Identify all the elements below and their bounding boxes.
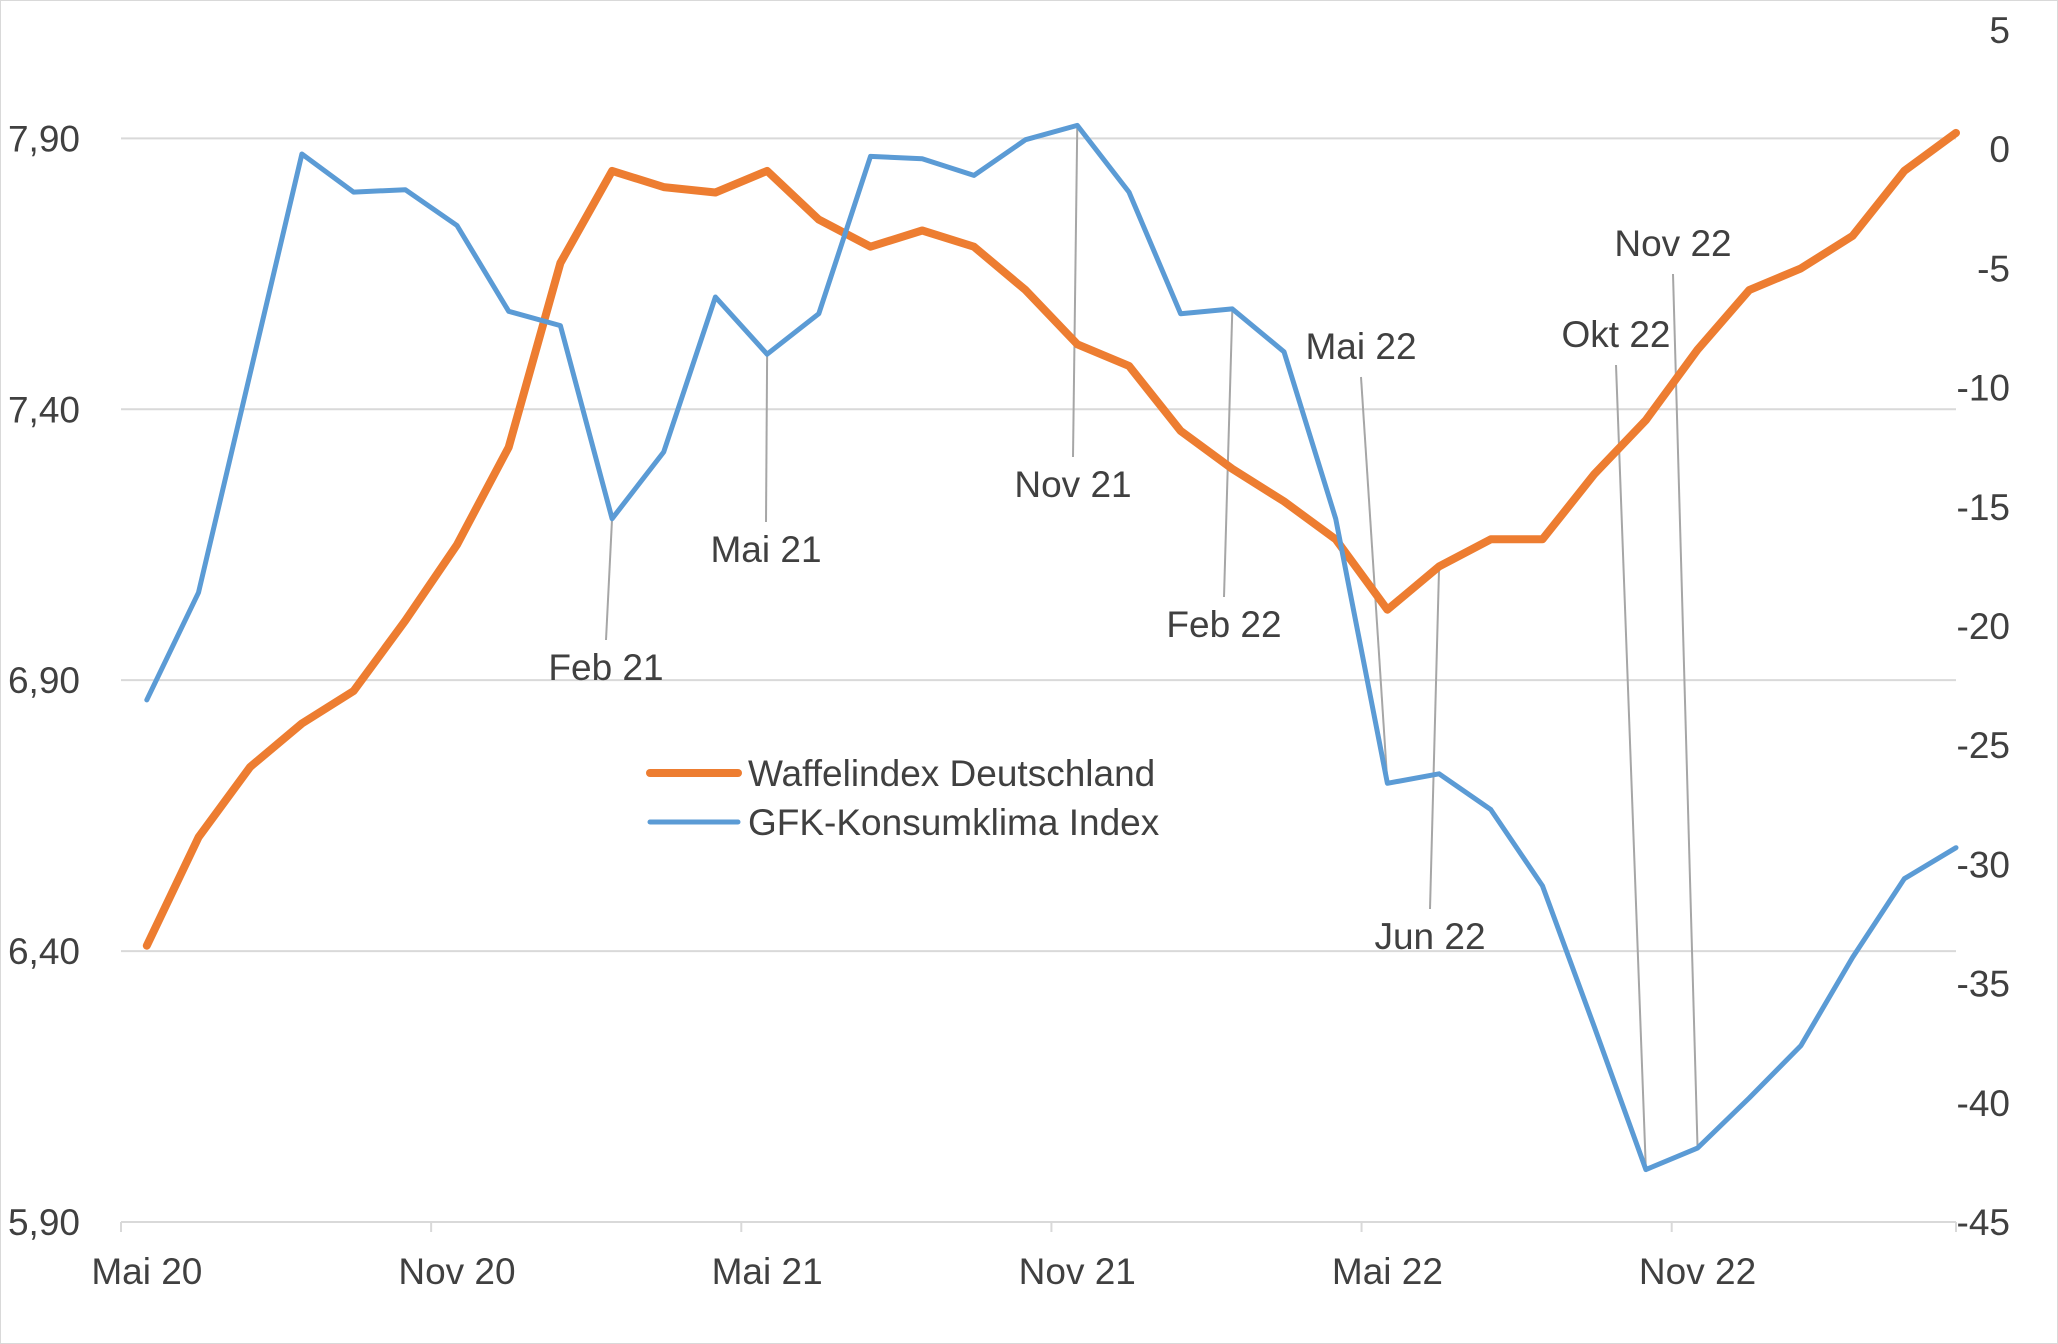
annotation-leader [1429,566,1441,910]
annotation-leader [1360,376,1389,784]
legend-label: Waffelindex Deutschland [748,753,1155,794]
annotation-label: Nov 22 [1614,223,1731,264]
y-left-tick-label: 5,90 [8,1202,80,1243]
annotation-leader [605,518,614,641]
series-line-gfk-konsumklima-index [144,122,1959,1173]
x-tick-label: Nov 21 [1019,1251,1136,1292]
annotations: Feb 21 Mai 21 Nov 21 Feb 22 Mai 22 Jun 22 Okt … [548,223,1731,957]
annotation-leader [1672,273,1699,1149]
annotation-label: Feb 21 [548,647,663,688]
y-right-tick-label: -25 [1957,725,2010,766]
y-right-tick-label: -45 [1957,1202,2010,1243]
series-line-waffelindex-deutschland [142,128,1960,950]
annotation-leader [1223,308,1234,598]
y-right-tick-label: -5 [1977,248,2010,289]
y-left-tick-label: 7,90 [8,118,80,159]
x-tick-label: Nov 20 [398,1251,515,1292]
x-axis-ticks: Mai 20 Nov 20 Mai 21 Nov 21 Mai 22 Nov 22 [91,1222,1957,1292]
legend-label: GFK-Konsumklima Index [748,802,1160,843]
annotation-label: Okt 22 [1562,314,1671,355]
x-tick-label: Mai 20 [91,1251,202,1292]
left-axis-ticks: 5,90 6,40 6,90 7,40 7,90 [8,118,80,1243]
y-left-tick-label: 7,40 [8,389,80,430]
legend: Waffelindex Deutschland GFK-Konsumklima I… [646,753,1160,843]
x-tick-label: Nov 22 [1639,1251,1756,1292]
y-right-tick-label: -10 [1957,368,2010,409]
annotation-label: Nov 21 [1014,464,1131,505]
y-right-tick-label: -35 [1957,964,2010,1005]
annotation-leader [765,354,769,523]
annotation-leader [1615,364,1647,1170]
annotation-leader [1072,125,1079,458]
y-right-tick-label: 5 [1989,10,2010,51]
x-tick-label: Mai 22 [1332,1251,1443,1292]
x-tick-label: Mai 21 [712,1251,823,1292]
y-right-tick-label: -20 [1957,606,2010,647]
y-left-tick-label: 6,40 [8,931,80,972]
annotation-leaders [605,125,1699,1170]
series-lines [142,122,1960,1173]
annotation-label: Jun 22 [1374,916,1485,957]
annotation-label: Mai 22 [1305,326,1416,367]
annotation-label: Mai 21 [710,529,821,570]
right-axis-ticks: 5 0 -5 -10 -15 -20 -25 -30 -35 -40 -45 [1957,10,2010,1243]
y-right-tick-label: -40 [1957,1083,2010,1124]
y-right-tick-label: -30 [1957,844,2010,885]
y-right-tick-label: 0 [1989,129,2010,170]
y-right-tick-label: -15 [1957,487,2010,528]
y-left-tick-label: 6,90 [8,660,80,701]
annotation-label: Feb 22 [1166,604,1281,645]
